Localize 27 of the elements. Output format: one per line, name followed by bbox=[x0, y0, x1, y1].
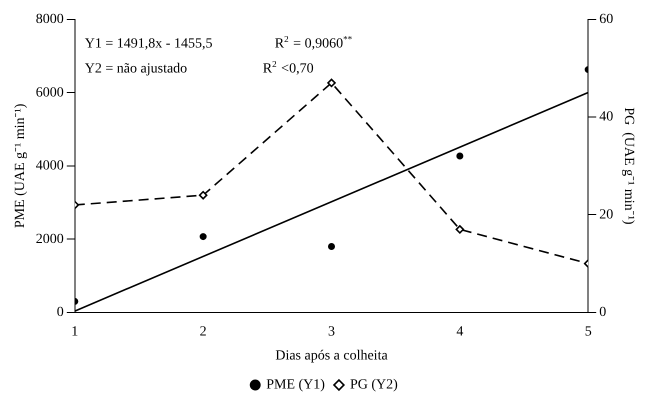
y-tick-label: 2000 bbox=[36, 232, 64, 247]
y-tick-label: 0 bbox=[56, 305, 64, 320]
point bbox=[198, 190, 208, 200]
y-tick-label: 8000 bbox=[36, 12, 64, 28]
point bbox=[200, 233, 207, 240]
y-tick-label: 4000 bbox=[36, 158, 64, 174]
x-axis-title: Dias após a colheita bbox=[275, 348, 388, 364]
y-tick-label: 6000 bbox=[36, 85, 64, 100]
point bbox=[328, 242, 335, 250]
x-tick-label: 1 bbox=[71, 324, 78, 340]
y-axis-title: PME (UAE g⁻¹ min⁻¹) bbox=[13, 103, 28, 228]
legend-label: PME (Y1) bbox=[266, 378, 326, 393]
x-tick-label: 3 bbox=[328, 324, 335, 340]
legend-label: PG (Y2) bbox=[350, 378, 398, 393]
y2-axis-title: PG (UAE g⁻¹ min⁻¹) bbox=[620, 107, 636, 225]
annotation: Y1 = 1491,8x - 1455,5 bbox=[84, 36, 212, 52]
point bbox=[456, 225, 464, 234]
y2-tick-label: 60 bbox=[599, 12, 614, 28]
x-tick-label: 4 bbox=[456, 324, 464, 340]
y2-tick-label: 40 bbox=[599, 110, 614, 125]
y2-tick-label: 20 bbox=[599, 207, 614, 222]
x-tick-label: 2 bbox=[200, 324, 207, 340]
x-tick-label: 5 bbox=[584, 324, 592, 340]
point bbox=[456, 152, 464, 160]
y2-tick-label: 0 bbox=[599, 305, 606, 320]
point bbox=[327, 78, 336, 88]
annotation: Y2 = não ajustado bbox=[84, 61, 188, 76]
